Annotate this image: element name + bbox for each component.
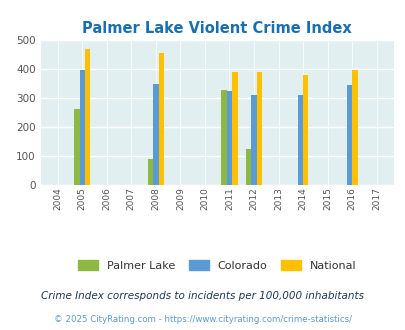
Bar [256, 72, 262, 185]
Text: Crime Index corresponds to incidents per 100,000 inhabitants: Crime Index corresponds to incidents per… [41, 291, 364, 301]
Bar [147, 159, 153, 185]
Title: Palmer Lake Violent Crime Index: Palmer Lake Violent Crime Index [82, 21, 351, 36]
Bar [221, 90, 226, 185]
Bar [79, 70, 85, 185]
Bar [297, 95, 302, 185]
Bar [226, 91, 232, 185]
Bar [351, 70, 357, 185]
Bar [245, 149, 251, 185]
Text: © 2025 CityRating.com - https://www.cityrating.com/crime-statistics/: © 2025 CityRating.com - https://www.city… [54, 315, 351, 324]
Bar [302, 75, 308, 185]
Legend: Palmer Lake, Colorado, National: Palmer Lake, Colorado, National [74, 256, 360, 275]
Bar [232, 72, 237, 185]
Bar [74, 109, 79, 185]
Bar [251, 95, 256, 185]
Bar [153, 84, 158, 185]
Bar [85, 49, 90, 185]
Bar [346, 84, 351, 185]
Bar [158, 53, 164, 185]
